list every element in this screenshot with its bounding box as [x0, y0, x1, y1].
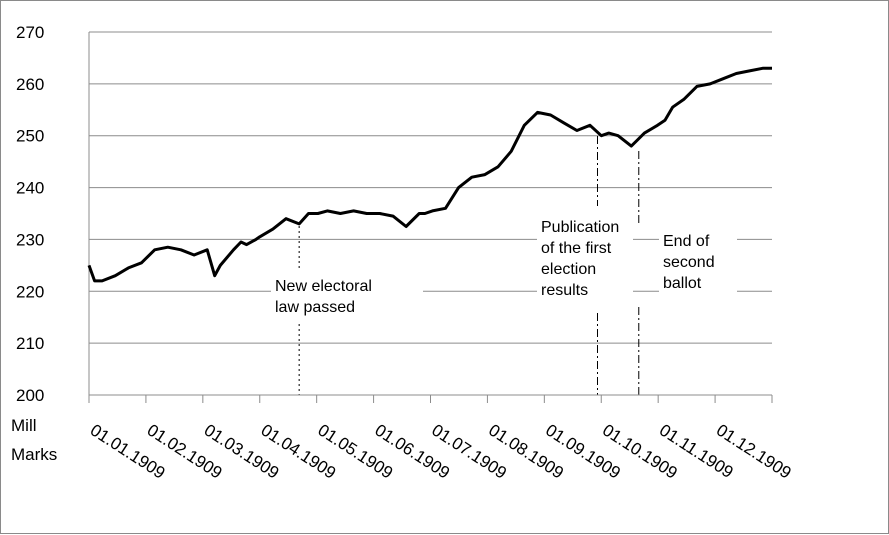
y-tick-label: 200	[16, 386, 44, 405]
annotation-text: results	[541, 282, 588, 299]
series-line	[87, 66, 772, 283]
gridlines	[89, 31, 772, 344]
annotation-text: End of	[663, 233, 710, 250]
y-tick-label: 210	[16, 334, 44, 353]
axes	[88, 32, 773, 403]
annotation-text: of the first	[541, 240, 612, 257]
annotations: New electoral law passed Publication of the…	[271, 212, 737, 323]
annotation-text: election	[541, 261, 596, 278]
y-axis-label-line-2: Marks	[11, 445, 57, 464]
annotation-text: Publication	[541, 219, 619, 236]
annotation-text: law passed	[275, 299, 355, 316]
annotation-text: New electoral	[275, 278, 372, 295]
annotation-background	[537, 212, 633, 312]
annotation-background	[659, 226, 737, 304]
x-tick-labels: 01.01.190901.02.190901.03.190901.04.1909…	[87, 420, 795, 482]
y-tick-label: 230	[16, 230, 44, 249]
annotation-leader-lines	[298, 136, 640, 395]
annotation-text: ballot	[663, 275, 702, 292]
y-tick-labels: 200 210 220 230 240 250 260 270	[16, 23, 44, 405]
y-tick-label: 240	[16, 179, 44, 198]
y-tick-label: 260	[16, 75, 44, 94]
y-tick-label: 220	[16, 282, 44, 301]
annotation-background	[271, 271, 423, 323]
y-tick-label: 250	[16, 127, 44, 146]
y-axis-label-line-1: Mill	[11, 416, 37, 435]
annotation-text: second	[663, 254, 715, 271]
y-tick-label: 270	[16, 23, 44, 42]
